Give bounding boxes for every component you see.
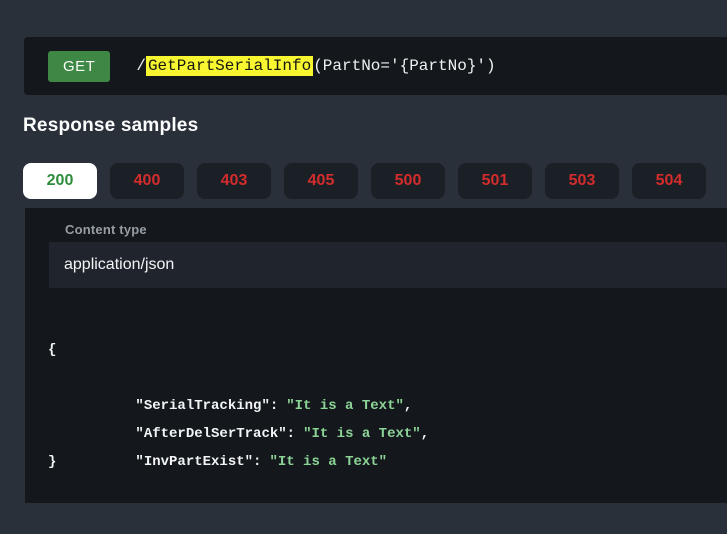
tab-400[interactable]: 400: [110, 163, 184, 199]
close-brace: }: [48, 454, 57, 470]
code-line-open: {: [48, 336, 429, 364]
open-brace: {: [48, 342, 57, 358]
tab-503[interactable]: 503: [545, 163, 619, 199]
code-line: "InvPartExist": "It is a Text": [48, 420, 429, 470]
response-sample-panel: Content type application/json { "SerialT…: [25, 208, 727, 503]
endpoint-path: / GetPartSerialInfo (PartNo='{PartNo}'): [136, 56, 496, 76]
json-value: "It is a Text": [269, 454, 388, 470]
json-separator: ,: [420, 426, 430, 442]
tab-403[interactable]: 403: [197, 163, 271, 199]
tab-501[interactable]: 501: [458, 163, 532, 199]
endpoint-bar[interactable]: GET / GetPartSerialInfo (PartNo='{PartNo}'…: [24, 37, 727, 95]
status-code-tabs: 200 400 403 405 500 501 503 504: [23, 163, 706, 199]
tab-200[interactable]: 200: [23, 163, 97, 199]
json-code-block: { "SerialTracking": "It is a Text", "Afte…: [48, 336, 429, 476]
json-value: "It is a Text": [286, 398, 404, 414]
code-line-close: }: [48, 448, 429, 476]
code-line: "SerialTracking": "It is a Text",: [48, 364, 429, 414]
json-value: "It is a Text": [303, 426, 421, 442]
http-method-badge: GET: [48, 50, 111, 82]
path-suffix: (PartNo='{PartNo}'): [313, 57, 496, 75]
path-highlighted-segment: GetPartSerialInfo: [145, 56, 314, 76]
tab-504[interactable]: 504: [632, 163, 706, 199]
json-key: "InvPartExist":: [135, 454, 262, 470]
tab-500[interactable]: 500: [371, 163, 445, 199]
code-line: "AfterDelSerTrack": "It is a Text",: [48, 392, 429, 442]
json-key: "SerialTracking":: [135, 398, 279, 414]
tab-405[interactable]: 405: [284, 163, 358, 199]
path-prefix: /: [136, 57, 146, 75]
content-type-label: Content type: [65, 222, 147, 237]
response-samples-title: Response samples: [23, 115, 199, 136]
json-key: "AfterDelSerTrack":: [135, 426, 296, 442]
content-type-select[interactable]: application/json: [49, 242, 727, 288]
json-separator: ,: [403, 398, 413, 414]
